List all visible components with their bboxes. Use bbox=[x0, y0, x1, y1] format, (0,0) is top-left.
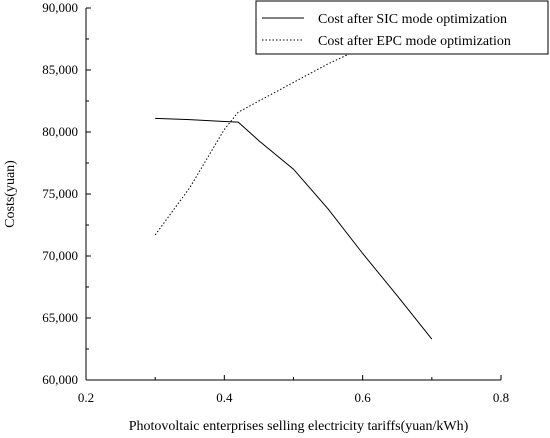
y-tick-label: 65,000 bbox=[42, 310, 78, 325]
legend-label: Cost after EPC mode optimization bbox=[318, 34, 511, 49]
series-line-sic bbox=[155, 117, 433, 340]
y-tick-label: 80,000 bbox=[42, 124, 78, 139]
legend: Cost after SIC mode optimization Cost aft… bbox=[255, 0, 549, 55]
y-axis-label: Costs(yuan) bbox=[3, 160, 18, 228]
axes bbox=[85, 8, 501, 381]
y-tick-label: 85,000 bbox=[42, 62, 78, 77]
x-tick-label: 0.2 bbox=[78, 390, 94, 405]
y-tick-label: 70,000 bbox=[42, 248, 78, 263]
y-tick-label: 90,000 bbox=[42, 0, 78, 15]
x-tick-label: 0.4 bbox=[216, 390, 233, 405]
series-line-epc bbox=[154, 27, 432, 236]
ticks: 0.2 0.4 0.6 0.8 60,000 65,000 70,000 75,000 80,0… bbox=[42, 0, 509, 405]
x-axis-label: Photovoltaic enterprises selling electri… bbox=[129, 419, 469, 434]
legend-label: Cost after SIC mode optimization bbox=[318, 12, 507, 27]
x-tick-label: 0.6 bbox=[355, 390, 372, 405]
y-tick-label: 60,000 bbox=[42, 372, 78, 387]
series-group bbox=[154, 27, 433, 340]
y-tick-label: 75,000 bbox=[42, 186, 78, 201]
x-tick-label: 0.8 bbox=[493, 390, 509, 405]
legend-box bbox=[255, 0, 549, 55]
